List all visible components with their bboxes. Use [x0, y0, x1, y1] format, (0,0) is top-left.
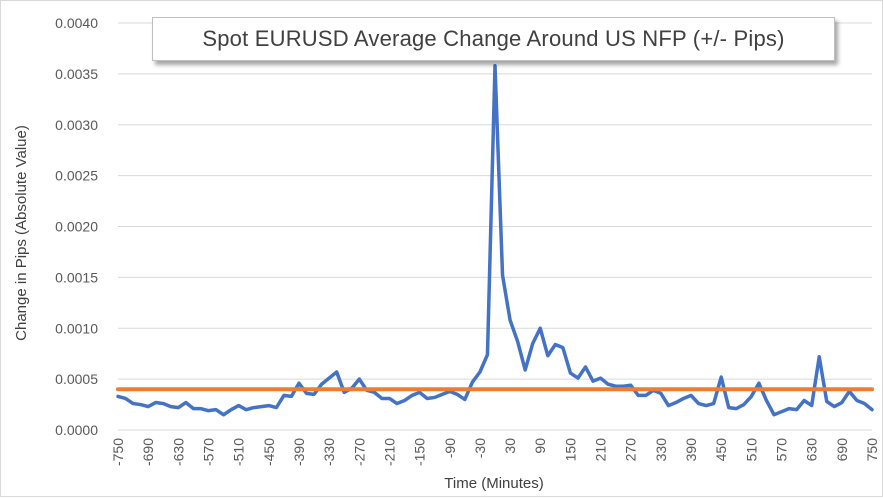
y-tick-label: 0.0005: [55, 371, 98, 387]
series-lines: [116, 63, 874, 417]
x-tick-label: -570: [200, 438, 216, 466]
x-tick-label: -90: [442, 438, 458, 458]
y-tick-label: 0.0040: [55, 15, 98, 31]
y-tick-label: 0.0035: [55, 66, 98, 82]
x-tick-label: 510: [743, 438, 759, 462]
x-axis-title: Time (Minutes): [444, 475, 543, 492]
y-tick-label: 0.0025: [55, 168, 98, 184]
chart-title: Spot EURUSD Average Change Around US NFP…: [202, 26, 785, 51]
y-tick-label: 0.0020: [55, 219, 98, 235]
x-tick-label: 750: [864, 438, 880, 462]
x-tick-label: 150: [562, 438, 578, 462]
x-tick-label: -150: [412, 438, 428, 466]
y-tick-label: 0.0000: [55, 422, 98, 438]
x-tick-label: -390: [291, 438, 307, 466]
x-tick-label: 450: [713, 438, 729, 462]
y-axis-title: Change in Pips (Absolute Value): [13, 125, 30, 341]
x-tick-label: 390: [683, 438, 699, 462]
x-tick-label: 90: [532, 438, 548, 454]
y-axis-tick-labels: 0.0000 0.0005 0.0010 0.0015 0.0020 0.0025 0.00…: [55, 15, 98, 438]
series-line-1: [116, 63, 874, 417]
y-tick-label: 0.0010: [55, 320, 98, 336]
chart-title-box: Spot EURUSD Average Change Around US NFP…: [152, 17, 835, 61]
x-tick-label: 330: [653, 438, 669, 462]
x-tick-label: -690: [140, 438, 156, 466]
x-tick-label: 630: [804, 438, 820, 462]
x-tick-label: 210: [593, 438, 609, 462]
x-tick-label: 30: [502, 438, 518, 454]
x-tick-label: -210: [381, 438, 397, 466]
x-tick-label: 570: [774, 438, 790, 462]
x-tick-label: 690: [834, 438, 850, 462]
x-tick-label: -270: [351, 438, 367, 466]
x-tick-label: 270: [623, 438, 639, 462]
x-tick-label: -510: [231, 438, 247, 466]
x-tick-label: -630: [170, 438, 186, 466]
y-tick-label: 0.0030: [55, 117, 98, 133]
x-tick-label: -450: [261, 438, 277, 466]
x-tick-label: -330: [321, 438, 337, 466]
y-tick-label: 0.0015: [55, 269, 98, 285]
x-tick-label: -30: [472, 438, 488, 458]
x-axis-tick-labels: -750 -690 -630 -570 -510 -450 -390 -330 -270 -210…: [110, 438, 880, 466]
x-tick-label: -750: [110, 438, 126, 466]
